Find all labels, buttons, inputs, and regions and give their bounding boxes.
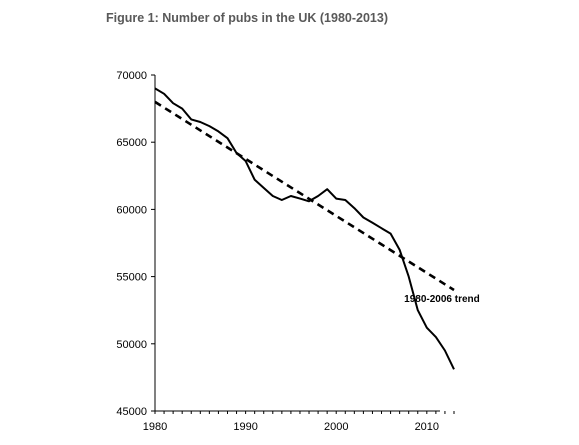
x-tick-label: 2000 bbox=[324, 421, 348, 433]
chart-labels: 45000 50000 55000 60000 65000 70000 1980 1990 20… bbox=[116, 70, 479, 433]
y-tick-label: 60000 bbox=[116, 204, 147, 216]
chart-series bbox=[154, 87, 455, 370]
y-tick-label: 45000 bbox=[116, 406, 147, 418]
chart-axes bbox=[151, 74, 455, 414]
trend-annotation: 1980-2006 trend bbox=[404, 294, 480, 305]
pubs-series-line bbox=[154, 87, 455, 370]
x-tick-label: 1980 bbox=[143, 421, 167, 433]
x-tick-label: 2010 bbox=[415, 421, 439, 433]
x-tick-label: 1990 bbox=[233, 421, 257, 433]
y-tick-label: 50000 bbox=[116, 339, 147, 351]
trend-line bbox=[154, 100, 455, 292]
chart-title: Figure 1: Number of pubs in the UK (1980… bbox=[106, 11, 388, 25]
y-tick-label: 55000 bbox=[116, 272, 147, 284]
y-tick-label: 65000 bbox=[116, 137, 147, 149]
y-tick-label: 70000 bbox=[116, 70, 147, 82]
